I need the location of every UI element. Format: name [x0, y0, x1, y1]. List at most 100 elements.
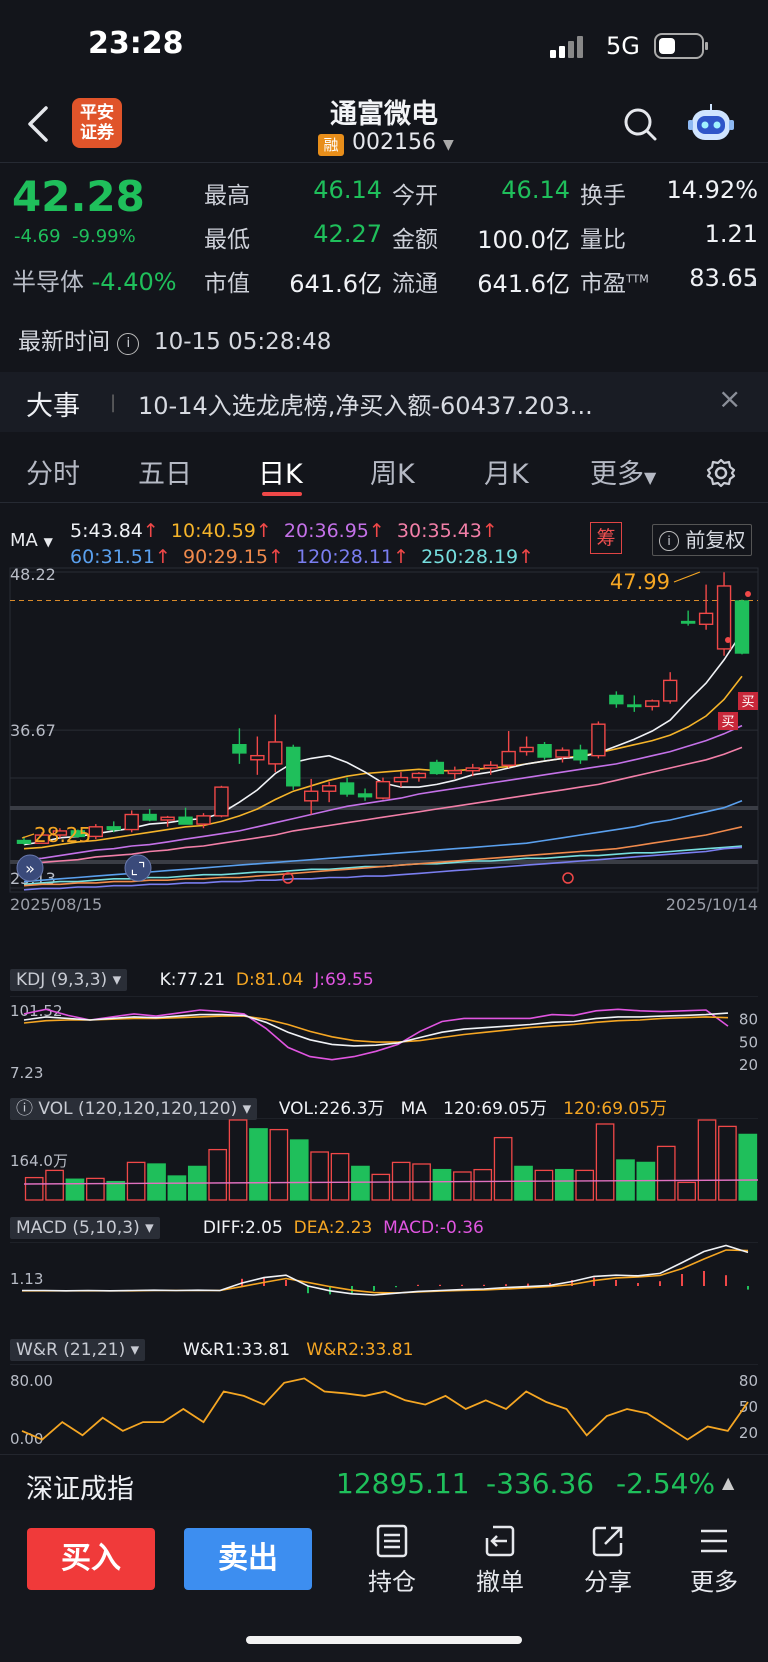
gear-icon[interactable]: [706, 458, 736, 488]
pe-value: 83.65: [689, 264, 758, 292]
more-button[interactable]: 更多: [674, 1524, 754, 1597]
macd-diff-line: [22, 1244, 749, 1296]
volume-bar: [45, 1169, 64, 1201]
candle-body: [34, 834, 50, 844]
support-band: [10, 860, 758, 864]
index-ticker[interactable]: 深证成指 12895.11 -336.36 -2.54% ▲: [0, 1454, 768, 1511]
buy-button[interactable]: 买入: [27, 1528, 155, 1590]
kdj-j-line: [23, 1008, 729, 1061]
cancel-order-button[interactable]: 撤单: [460, 1524, 540, 1597]
candle-body: [645, 700, 660, 708]
candle-body: [196, 815, 211, 825]
kdj-k: K:77.21: [159, 970, 226, 990]
arrow-up-icon: ↑: [154, 546, 171, 568]
volume-bar: [391, 1161, 411, 1201]
index-change-pct: -2.54%: [616, 1467, 716, 1500]
candle-body: [465, 767, 480, 772]
sector-pct: -4.40%: [91, 268, 177, 296]
update-label: 最新时间: [18, 329, 110, 355]
tab-intraday[interactable]: 分时: [26, 459, 80, 490]
event-banner[interactable]: 大事 | 10-14入选龙虎榜,净买入额-60437.203... ×: [0, 372, 768, 432]
back-icon[interactable]: [24, 104, 54, 144]
vol-selector[interactable]: ⓘ VOL (120,120,120,120) ▾: [10, 1098, 258, 1120]
adjust-toggle[interactable]: i 前复权: [652, 524, 753, 556]
macd-selector[interactable]: MACD (5,10,3) ▾: [10, 1217, 160, 1239]
support-band: [10, 806, 758, 810]
ma10-value: 10:40.59: [170, 520, 256, 542]
divider: [0, 162, 768, 163]
tab-five-day[interactable]: 五日: [138, 459, 192, 490]
volume-bar: [126, 1161, 146, 1201]
sector-change[interactable]: 半导体 -4.40%: [12, 262, 177, 297]
candle-body: [214, 786, 229, 817]
stock-name: 通富微电: [330, 99, 438, 130]
candle-body: [160, 816, 175, 821]
wr-selector[interactable]: W&R (21,21) ▾: [10, 1339, 146, 1361]
stock-code[interactable]: 002156 ▼: [352, 130, 454, 155]
wr-header: W&R (21,21) ▾ W&R1:33.81 W&R2:33.81: [10, 1339, 413, 1361]
tab-more[interactable]: 更多▼: [590, 452, 656, 491]
info-icon[interactable]: i: [117, 333, 140, 355]
quote-grid: 最高 46.14 今开 46.14 换手 14.92% 最低 42.27 金额 …: [204, 176, 764, 306]
candle-body: [501, 750, 516, 766]
signal-icon: [550, 36, 583, 58]
signal-dot: [725, 637, 731, 643]
high-label: 最高: [204, 183, 250, 209]
tab-monthly-k[interactable]: 月K: [484, 459, 529, 490]
ma-legend-row-2: 60:31.51↑ 90:29.15↑ 120:28.11↑ 250:28.19…: [70, 544, 590, 570]
date-start-label: 2025/08/15: [10, 895, 102, 914]
volume-bar: [493, 1136, 513, 1201]
volume-bar: [514, 1165, 533, 1201]
float-cap-value: 641.6亿: [477, 270, 570, 298]
volume-bar: [289, 1139, 309, 1201]
event-label: 大事: [26, 391, 80, 422]
candle-body: [321, 785, 337, 792]
info-icon: i: [659, 531, 679, 551]
candle-body: [663, 679, 678, 702]
macd-chart: 1.13: [10, 1242, 758, 1296]
kdj-d: D:81.04: [235, 970, 304, 990]
sell-button[interactable]: 卖出: [184, 1528, 312, 1590]
trade-bar: 买入 卖出 持仓 撤单 分享 更多: [0, 1510, 768, 1662]
cancel-order-label: 撤单: [476, 1568, 524, 1596]
kdj-tick-50: 50: [739, 1033, 758, 1051]
arrow-up-icon: ↑: [518, 546, 535, 568]
search-icon[interactable]: [622, 106, 658, 142]
macd-dea-line: [22, 1249, 749, 1294]
buy-tag: [718, 712, 738, 730]
caret-up-icon[interactable]: ▲: [722, 1473, 735, 1492]
high-pointer: [673, 571, 701, 583]
tab-weekly-k[interactable]: 周K: [370, 459, 415, 490]
position-button[interactable]: 持仓: [352, 1524, 432, 1597]
turnover-label: 换手: [580, 183, 626, 209]
fullscreen-icon-glyph: ⌞⌝: [131, 859, 146, 878]
volume-bar: [575, 1169, 595, 1201]
volume-bar: [351, 1165, 370, 1201]
candle-body: [716, 585, 732, 650]
volume-bar: [249, 1128, 268, 1201]
share-button[interactable]: 分享: [568, 1524, 648, 1597]
candle-body: [106, 826, 121, 831]
candle-body: [357, 793, 373, 798]
cancel-order-icon: [485, 1525, 515, 1557]
index-value: 12895.11: [336, 1467, 470, 1500]
candle-body: [178, 816, 193, 825]
expand-corner-icon[interactable]: [748, 278, 756, 286]
close-icon[interactable]: ×: [718, 382, 742, 415]
chip-distribution-button[interactable]: 筹: [590, 522, 622, 554]
ma-selector[interactable]: MA ▼: [10, 530, 53, 551]
kdj-tick-20: 20: [739, 1056, 758, 1074]
arrow-up-icon: ↑: [255, 520, 272, 542]
kdj-selector[interactable]: KDJ (9,3,3) ▾: [10, 969, 128, 991]
ma60-value: 60:31.51: [70, 546, 155, 568]
candle-body: [124, 813, 139, 831]
home-indicator: [246, 1636, 522, 1644]
candle-body: [70, 830, 86, 838]
candlestick-chart[interactable]: 48.2236.6725.1347.9928.25买买»⌞⌝2025/08/15…: [0, 560, 768, 970]
assistant-robot-icon[interactable]: [688, 102, 734, 146]
tab-daily-k[interactable]: 日K: [258, 459, 303, 490]
volume-chart: 164.0万: [10, 1118, 759, 1201]
chart-frame: [9, 567, 759, 893]
kdj-tick-80: 80: [739, 1010, 758, 1028]
high-value: 46.14: [313, 176, 382, 204]
